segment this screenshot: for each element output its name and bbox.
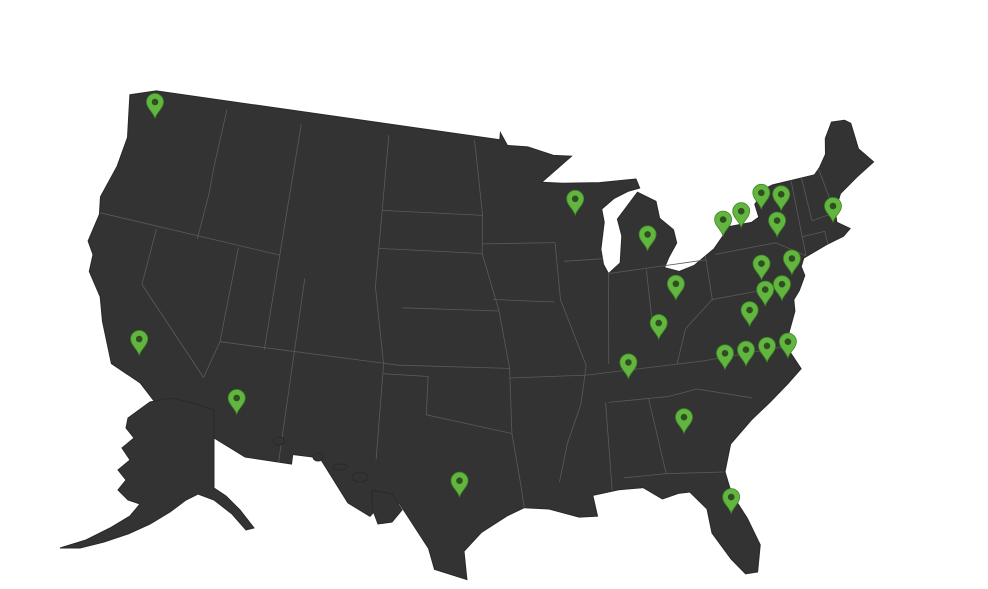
map-pin-icon[interactable] [566, 189, 585, 217]
map-pin-icon[interactable] [824, 197, 842, 224]
state-border-line [564, 258, 604, 262]
map-pin-icon[interactable] [675, 408, 693, 435]
map-pin-icon[interactable] [667, 274, 685, 302]
state-border-line [608, 388, 752, 403]
map-pin-icon[interactable] [773, 275, 791, 302]
state-border-line [493, 299, 555, 303]
map-pin-icon[interactable] [450, 471, 469, 498]
state-border-line [196, 109, 228, 240]
map-pin-icon[interactable] [714, 210, 732, 237]
map-pin-icon[interactable] [716, 344, 734, 371]
marker-layer [130, 93, 842, 515]
map-pin-icon[interactable] [737, 340, 755, 367]
map-pin-icon[interactable] [227, 389, 246, 416]
state-border-line [402, 307, 500, 312]
state-border-line [666, 471, 724, 475]
map-pin-icon[interactable] [752, 254, 771, 281]
map-pin-icon[interactable] [772, 185, 791, 212]
state-border-line [790, 180, 807, 256]
map-pin-icon[interactable] [638, 225, 657, 252]
state-border-line [645, 269, 653, 320]
map-pin-icon[interactable] [779, 332, 797, 359]
map-pin-icon[interactable] [732, 202, 751, 229]
map-pin-icon[interactable] [130, 330, 149, 357]
state-border-line [509, 374, 587, 379]
map-pin-icon[interactable] [756, 280, 775, 307]
map-pin-icon[interactable] [783, 249, 801, 276]
state-border-line [374, 135, 390, 460]
state-border-line [676, 328, 686, 365]
map-pin-icon[interactable] [619, 353, 638, 380]
hawaii-islands [272, 436, 403, 525]
map-pin-icon[interactable] [768, 211, 786, 238]
map-pin-icon[interactable] [146, 93, 164, 120]
state-border-line [278, 278, 306, 463]
state-border-line [219, 341, 399, 366]
state-border-line [801, 230, 829, 245]
map-pin-icon[interactable] [649, 314, 668, 341]
contiguous-us-landmass [87, 90, 875, 581]
map-pin-icon[interactable] [740, 301, 759, 328]
state-border-line [398, 364, 510, 369]
map-pin-icon[interactable] [758, 337, 776, 364]
state-border-line [685, 299, 713, 329]
state-border-line [382, 210, 483, 216]
alaska-landmass [59, 397, 255, 549]
state-border-line [378, 248, 483, 254]
state-border-line [141, 228, 204, 378]
state-border-line [608, 259, 707, 274]
state-border-line [474, 139, 525, 508]
state-border-line [382, 373, 512, 434]
state-border-line [263, 124, 302, 350]
state-border-line [99, 212, 280, 256]
map-pin-icon[interactable] [752, 183, 771, 211]
map-pin-icon[interactable] [722, 488, 741, 515]
state-border-line [554, 242, 587, 482]
state-border-line [605, 402, 613, 491]
state-border-line [482, 242, 556, 245]
